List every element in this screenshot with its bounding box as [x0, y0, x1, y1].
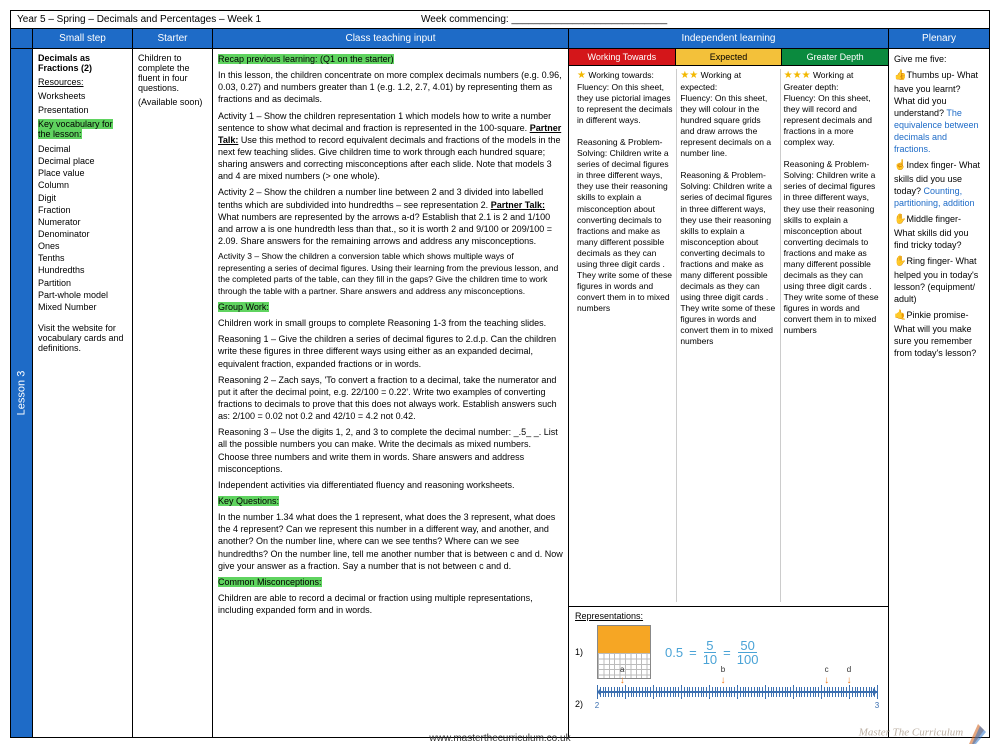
vocab-item: Digit [38, 192, 127, 204]
hdr-starter: Starter [133, 29, 213, 48]
finger-icon: ✋ [894, 214, 906, 225]
rep-heading: Representations: [575, 611, 643, 621]
pinkie-icon: 🤙 [894, 310, 906, 321]
vocab-item: Partition [38, 277, 127, 289]
vocab-item: Numerator [38, 216, 127, 228]
starter-col: Children to complete the fluent in four … [133, 49, 213, 737]
vocab-item: Decimal place [38, 155, 127, 167]
rep-num: 1) [575, 647, 583, 657]
indep-columns: ★ Working towards: Fluency: On this shee… [574, 69, 883, 602]
rep-row-2: 2) 23↓a↓b↓c↓d [575, 683, 882, 725]
thumb-icon: 👍 [894, 70, 906, 81]
vocab-item: Mixed Number [38, 301, 127, 313]
vocab-heading: Key vocabulary for the lesson: [38, 119, 113, 139]
vocab-item: Denominator [38, 228, 127, 240]
lesson-plan-page: Year 5 – Spring – Decimals and Percentag… [10, 10, 990, 738]
activity-2: Activity 2 – Show the children a number … [218, 186, 563, 247]
teaching-input-col: Recap previous learning: (Q1 on the star… [213, 49, 569, 737]
smallstep-col: Decimals as Fractions (2) Resources: Wor… [33, 49, 133, 737]
starter-avail: (Available soon) [138, 97, 207, 107]
resource-item: Worksheets [38, 91, 127, 101]
vocab-item: Decimal [38, 143, 127, 155]
star-icon: ★ [577, 70, 586, 81]
feather-icon [966, 720, 988, 746]
groupwork-heading: Group Work: [218, 302, 269, 312]
vocab-item: Part-whole model [38, 289, 127, 301]
activity-3: Activity 3 – Show the children a convers… [218, 251, 563, 297]
key-questions: In the number 1.34 what does the 1 repre… [218, 511, 563, 572]
vocab-item: Hundredths [38, 264, 127, 276]
hdr-blank [11, 29, 33, 48]
hdr-indep: Independent learning [569, 29, 889, 48]
misconceptions: Children are able to record a decimal or… [218, 592, 563, 616]
starter-text: Children to complete the fluent in four … [138, 53, 207, 93]
indep-act-line: Independent activities via differentiate… [218, 479, 563, 491]
smallstep-title: Decimals as Fractions (2) [38, 53, 92, 73]
keyq-heading: Key Questions: [218, 496, 279, 506]
number-line: 23↓a↓b↓c↓d [597, 691, 877, 725]
finger-icon: ☝ [894, 160, 906, 171]
vocab-list: DecimalDecimal placePlace valueColumnDig… [38, 143, 127, 313]
hdr-input: Class teaching input [213, 29, 569, 48]
gd-col: ★★★ Working at Greater depth: Fluency: O… [781, 69, 883, 602]
lesson-tab: Lesson 3 [11, 49, 33, 737]
activity-1: Activity 1 – Show the children represent… [218, 110, 563, 183]
reasoning-1: Reasoning 1 – Give the children a series… [218, 333, 563, 369]
hdr-expected: Expected [676, 49, 783, 65]
hdr-plenary: Plenary [889, 29, 989, 48]
lesson-tab-label: Lesson 3 [16, 371, 28, 416]
vocab-note: Visit the website for vocabulary cards a… [38, 323, 127, 353]
recap-heading: Recap previous learning: (Q1 on the star… [218, 54, 394, 64]
plenary-lead: Give me five: [894, 53, 984, 65]
reasoning-2: Reasoning 2 – Zach says, 'To convert a f… [218, 374, 563, 423]
ex-col: ★★ Working at expected: Fluency: On this… [677, 69, 780, 602]
fraction-equation: 0.5= 510 = 50100 [665, 639, 758, 666]
finger-icon: ✋ [894, 256, 906, 267]
vocab-item: Place value [38, 167, 127, 179]
groupwork-intro: Children work in small groups to complet… [218, 317, 563, 329]
wt-col: ★ Working towards: Fluency: On this shee… [574, 69, 677, 602]
title-bar: Year 5 – Spring – Decimals and Percentag… [11, 11, 989, 29]
independent-col: Working Towards Expected Greater Depth ★… [569, 49, 889, 737]
star-icon: ★★★ [784, 70, 811, 81]
footer-url: www.masterthecurriculum.co.uk [429, 733, 570, 744]
title-left: Year 5 – Spring – Decimals and Percentag… [17, 14, 261, 25]
plenary-col: Give me five: 👍Thumbs up- What have you … [889, 49, 989, 737]
hdr-smallstep: Small step [33, 29, 133, 48]
intro-text: In this lesson, the children concentrate… [218, 69, 563, 105]
miscon-heading: Common Misconceptions: [218, 577, 322, 587]
column-headers: Small step Starter Class teaching input … [11, 29, 989, 49]
vocab-item: Fraction [38, 204, 127, 216]
resource-item: Presentation [38, 105, 127, 115]
brand-logo: Master The Curriculum [859, 720, 988, 746]
vocab-item: Ones [38, 240, 127, 252]
resources-heading: Resources: [38, 77, 127, 87]
rep-num: 2) [575, 699, 583, 709]
vocab-item: Tenths [38, 252, 127, 264]
body-row: Lesson 3 Decimals as Fractions (2) Resou… [11, 49, 989, 737]
reasoning-3: Reasoning 3 – Use the digits 1, 2, and 3… [218, 426, 563, 475]
vocab-item: Column [38, 179, 127, 191]
title-right: Week commencing: _______________________… [421, 14, 667, 25]
hdr-greater-depth: Greater Depth [782, 49, 888, 65]
hdr-working-towards: Working Towards [569, 49, 676, 65]
representations: Representations: 1) 0.5= 510 = 50100 2) … [569, 606, 888, 733]
star-icon: ★★ [680, 70, 698, 81]
indep-subheaders: Working Towards Expected Greater Depth [569, 49, 888, 66]
